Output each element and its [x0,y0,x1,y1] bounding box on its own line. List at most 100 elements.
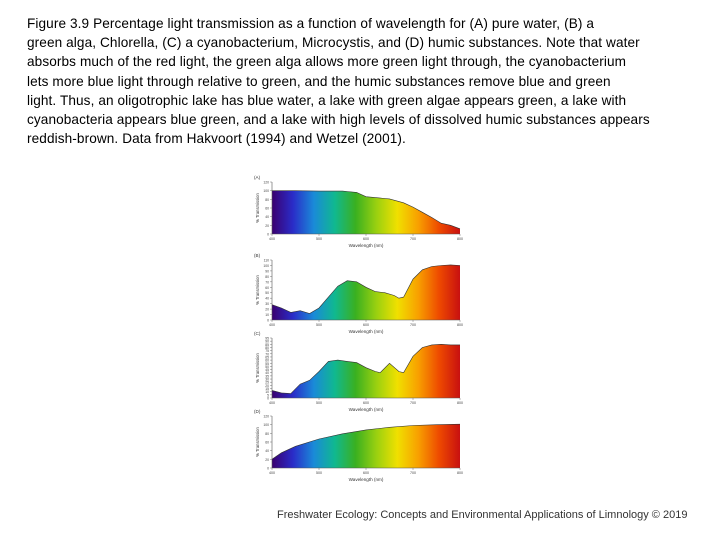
panel-label: (B) [254,253,261,258]
footer-credit: Freshwater Ecology: Concepts and Environ… [277,509,688,521]
y-tick-label: 80 [265,432,269,436]
transmission-line [271,264,461,314]
y-tick-label: 80 [265,346,269,350]
y-tick-label: 0 [267,397,269,401]
x-tick-label: 600 [363,237,369,241]
caption-line: cyanobacteria appears blue green, and a … [27,112,650,128]
transmission-area [272,344,460,398]
transmission-area [272,264,460,320]
y-tick-label: 40 [265,449,269,453]
y-tick-label: 60 [265,359,269,363]
y-tick-label: 120 [263,181,269,185]
y-tick-label: 100 [263,189,269,193]
x-tick-label: 500 [316,401,322,405]
x-tick-label: 600 [363,471,369,475]
x-tick-label: 800 [457,323,463,327]
y-tick-label: 5 [267,393,269,397]
y-tick-label: 60 [265,286,269,290]
transmission-figure: 0 20 40 60 80 100 120 400 500 600 700 800 Wavelength… [252,170,472,500]
y-tick-label: 90 [265,269,269,273]
x-axis-label: Wavelength (nm) [349,329,384,334]
y-tick-label: 0 [267,233,269,237]
y-tick-label: 35 [265,374,269,378]
x-tick-label: 600 [363,401,369,405]
y-tick-label: 80 [265,198,269,202]
x-tick-label: 800 [457,471,463,475]
chart-panel-d: 0 20 40 60 80 100 120 400 500 600 700 800 Wavelength… [254,409,463,482]
caption-line: lets more blue light through relative to… [27,73,611,89]
y-tick-label: 50 [265,291,269,295]
caption-line: green alga, Chlorella, (C) a cyanobacter… [27,35,640,51]
x-tick-label: 800 [457,401,463,405]
x-tick-label: 400 [269,237,275,241]
y-tick-label: 60 [265,207,269,211]
y-tick-label: 70 [265,352,269,356]
y-tick-label: 95 [265,337,269,341]
y-axis-label: % Transmission [255,275,260,305]
y-tick-label: 70 [265,280,269,284]
x-tick-label: 500 [316,237,322,241]
y-tick-label: 110 [264,259,270,263]
y-tick-label: 20 [265,384,269,388]
y-tick-label: 120 [263,415,269,419]
y-axis-label: % Transmission [255,353,260,383]
y-tick-label: 100 [263,264,269,268]
y-tick-label: 40 [265,297,269,301]
x-tick-label: 400 [269,471,275,475]
y-tick-label: 20 [265,224,269,228]
x-tick-label: 500 [316,471,322,475]
x-tick-label: 800 [457,237,463,241]
y-tick-label: 0 [267,319,269,323]
x-tick-label: 700 [410,323,416,327]
x-tick-label: 600 [363,323,369,327]
y-tick-label: 30 [265,302,269,306]
transmission-area [272,190,460,234]
y-tick-label: 85 [265,343,269,347]
y-tick-label: 10 [265,313,269,317]
transmission-line [271,423,461,460]
y-tick-label: 10 [265,390,269,394]
y-tick-label: 90 [265,340,269,344]
y-tick-label: 75 [265,349,269,353]
y-tick-label: 60 [265,441,269,445]
x-axis-label: Wavelength (nm) [349,407,384,412]
x-tick-label: 700 [410,237,416,241]
panel-label: (A) [254,175,261,180]
transmission-area [272,424,460,468]
chart-panel-a: 0 20 40 60 80 100 120 400 500 600 700 800 Wavelength… [254,175,463,248]
y-tick-label: 25 [265,381,269,385]
y-axis-label: % Transmission [255,193,260,223]
y-tick-label: 55 [265,362,269,366]
y-tick-label: 80 [265,275,269,279]
transmission-line [271,343,460,394]
y-tick-label: 15 [265,387,269,391]
x-tick-label: 500 [316,323,322,327]
figure-caption: Figure 3.9 Percentage light transmission… [27,14,695,148]
transmission-line [272,190,461,230]
caption-line: absorbs much of the red light, the green… [27,54,627,70]
y-tick-label: 0 [267,467,269,471]
y-tick-label: 20 [265,308,269,312]
caption-line: reddish-brown. Data from Hakvoort (1994)… [27,131,406,147]
x-tick-label: 700 [410,401,416,405]
caption-line: Figure 3.9 Percentage light transmission… [27,16,595,31]
caption-line: light. Thus, an oligotrophic lake has bl… [27,92,627,108]
y-tick-label: 65 [265,355,269,359]
y-tick-label: 45 [265,368,269,372]
y-axis-label: % Transmission [255,427,260,457]
y-tick-label: 20 [265,458,269,462]
y-tick-label: 100 [263,423,269,427]
x-tick-label: 700 [410,471,416,475]
x-tick-label: 400 [269,401,275,405]
x-axis-label: Wavelength (nm) [349,477,384,482]
x-axis-label: Wavelength (nm) [349,243,384,248]
y-tick-label: 30 [265,378,269,382]
panel-label: (D) [254,409,261,414]
panel-label: (C) [254,331,261,336]
y-tick-label: 40 [265,371,269,375]
x-tick-label: 400 [269,323,275,327]
y-tick-label: 40 [265,215,269,219]
y-tick-label: 50 [265,365,269,369]
